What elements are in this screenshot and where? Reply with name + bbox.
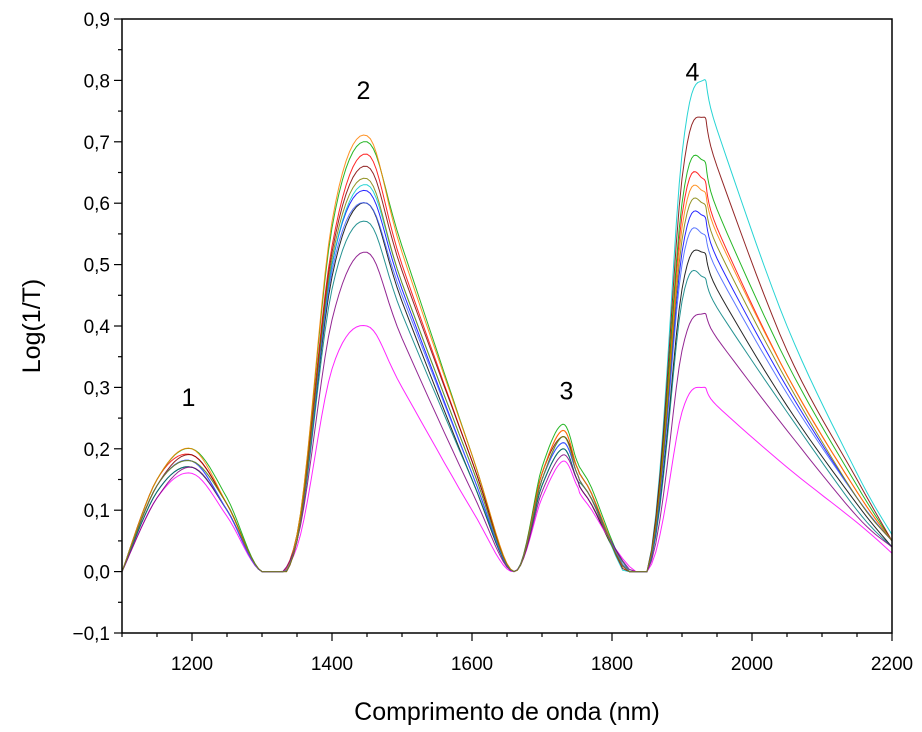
y-tick-label: 0,3 — [84, 378, 110, 399]
peak-annotations: 1 2 3 4 — [182, 58, 700, 411]
x-axis-title: Comprimento de onda (nm) — [354, 698, 660, 726]
peak-label-4: 4 — [686, 58, 700, 86]
peak-label-1: 1 — [182, 384, 196, 412]
x-tick-label: 1400 — [311, 654, 353, 675]
y-tick-label: 0,6 — [84, 194, 110, 215]
y-tick-label: −0,1 — [72, 624, 110, 645]
y-tick-label: 0,9 — [84, 10, 110, 31]
y-tick-label: 0,7 — [84, 133, 110, 154]
y-tick-label: 0,4 — [84, 317, 111, 338]
peak-label-2: 2 — [357, 77, 371, 105]
spectrum-line-7 — [121, 116, 893, 573]
y-tick-label: 0,5 — [84, 256, 110, 277]
x-tick-label: 1600 — [451, 654, 493, 675]
x-axis: 1200 1400 1600 1800 2000 2200 — [121, 633, 913, 675]
spectrum-line-11 — [121, 202, 893, 573]
peak-label-3: 3 — [560, 378, 574, 406]
spectrum-line-4 — [121, 202, 893, 573]
spectrum-line-3 — [121, 141, 893, 573]
spectra-series-group — [121, 79, 893, 573]
spectrum-line-5 — [121, 324, 893, 573]
x-tick-label: 2200 — [871, 654, 913, 675]
y-axis-title: Log(1/T) — [18, 279, 46, 373]
y-axis: −0,1 0,0 0,1 0,2 0,3 0,4 0,5 0,6 0,7 0,8 0,9 — [72, 10, 122, 645]
spectrum-line-12 — [121, 177, 893, 573]
spectrum-line-8 — [121, 220, 893, 573]
y-tick-label: 0,0 — [84, 563, 110, 584]
y-tick-label: 0,1 — [84, 501, 110, 522]
y-tick-label: 0,2 — [84, 440, 110, 461]
y-tick-label: 0,8 — [84, 71, 110, 92]
spectrum-line-2 — [121, 189, 893, 573]
x-tick-label: 1800 — [591, 654, 633, 675]
x-tick-label: 2000 — [731, 654, 773, 675]
x-tick-label: 1200 — [171, 654, 213, 675]
spectrum-line-9 — [121, 134, 893, 573]
